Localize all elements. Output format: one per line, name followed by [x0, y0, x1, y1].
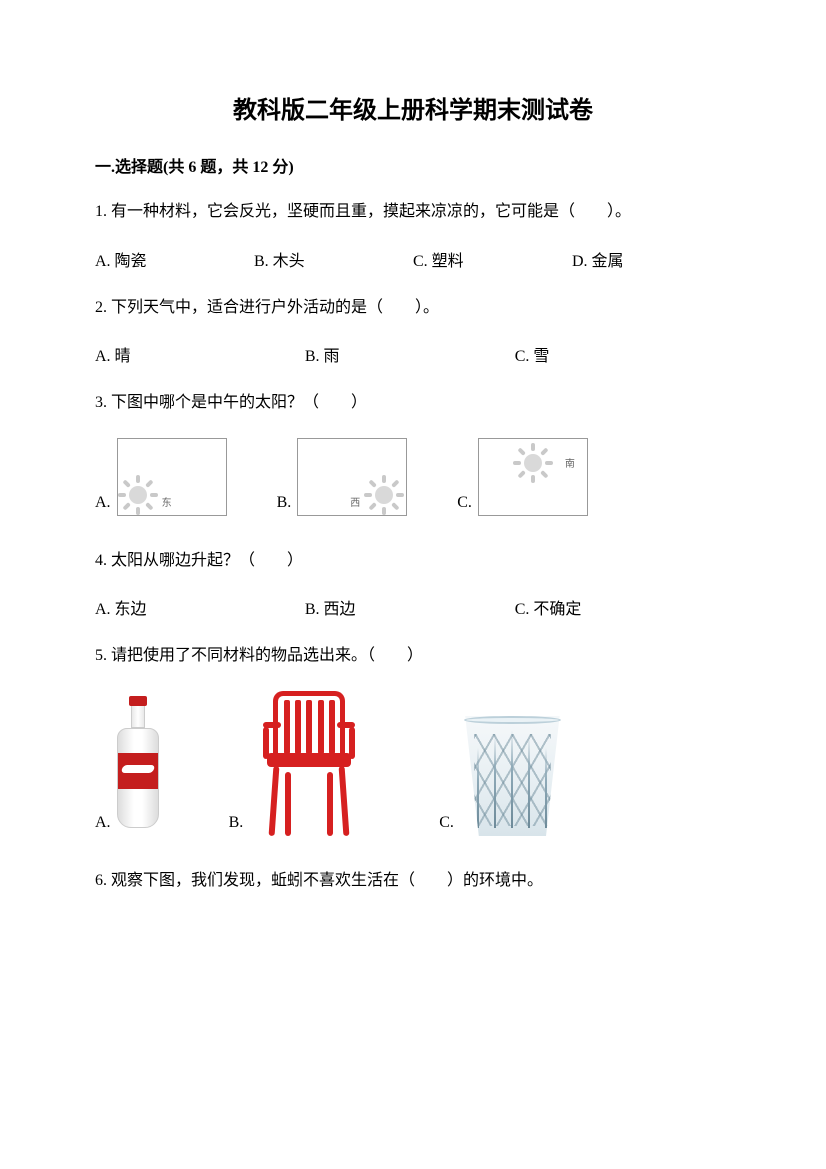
q3-opt-c-label: C. — [457, 494, 472, 512]
q4-options: A. 东边 B. 西边 C. 不确定 — [95, 595, 731, 619]
q1-opt-a: A. 陶瓷 — [95, 247, 254, 271]
q5-opt-a-label: A. — [95, 814, 111, 832]
q2-opt-b: B. 雨 — [305, 342, 515, 366]
bottle-icon — [117, 696, 159, 836]
q6-text: 6. 观察下图，我们发现，蚯蚓不喜欢生活在（ ）的环境中。 — [95, 868, 731, 894]
q3-sun-box-c: 南 — [478, 438, 588, 516]
q1-text: 1. 有一种材料，它会反光，坚硬而且重，摸起来凉凉的，它可能是（ ）。 — [95, 199, 731, 225]
q2-opt-c: C. 雪 — [515, 342, 725, 366]
q5-opt-b-label: B. — [229, 814, 244, 832]
q3-sun-box-b: 西 — [297, 438, 407, 516]
q3-sun-box-a: 东 — [117, 438, 227, 516]
q5-opt-c-label: C. — [439, 814, 454, 832]
glass-icon — [460, 716, 565, 836]
q4-opt-c: C. 不确定 — [515, 595, 725, 619]
page-title: 教科版二年级上册科学期末测试卷 — [95, 90, 731, 125]
q5-text: 5. 请把使用了不同材料的物品选出来。（ ） — [95, 643, 731, 669]
q1-opt-d: D. 金属 — [572, 247, 731, 271]
q3-opt-c-wrap: C. 南 — [457, 438, 588, 516]
chair-icon — [249, 691, 369, 836]
q1-options: A. 陶瓷 B. 木头 C. 塑料 D. 金属 — [95, 247, 731, 271]
q3-opt-a-label: A. — [95, 494, 111, 512]
q3-label-west: 西 — [350, 494, 360, 509]
q3-opt-b-wrap: B. 西 — [277, 438, 408, 516]
q4-opt-a: A. 东边 — [95, 595, 305, 619]
q3-image-options: A. 东 B. — [95, 438, 731, 516]
q2-text: 2. 下列天气中，适合进行户外活动的是（ ）。 — [95, 295, 731, 321]
q4-text: 4. 太阳从哪边升起？（ ） — [95, 548, 731, 574]
q4-opt-b: B. 西边 — [305, 595, 515, 619]
q5-opt-a-wrap: A. — [95, 696, 159, 836]
q3-label-south: 南 — [565, 455, 575, 470]
q3-label-east: 东 — [162, 494, 172, 509]
q2-options: A. 晴 B. 雨 C. 雪 — [95, 342, 731, 366]
q1-opt-c: C. 塑料 — [413, 247, 572, 271]
section-1-header: 一.选择题(共 6 题，共 12 分) — [95, 153, 731, 177]
q5-opt-c-wrap: C. — [439, 716, 565, 836]
q3-opt-b-label: B. — [277, 494, 292, 512]
q3-text: 3. 下图中哪个是中午的太阳？（ ） — [95, 390, 731, 416]
q5-image-options: A. B. — [95, 691, 731, 836]
q1-opt-b: B. 木头 — [254, 247, 413, 271]
q3-opt-a-wrap: A. 东 — [95, 438, 227, 516]
q2-opt-a: A. 晴 — [95, 342, 305, 366]
q5-opt-b-wrap: B. — [229, 691, 370, 836]
